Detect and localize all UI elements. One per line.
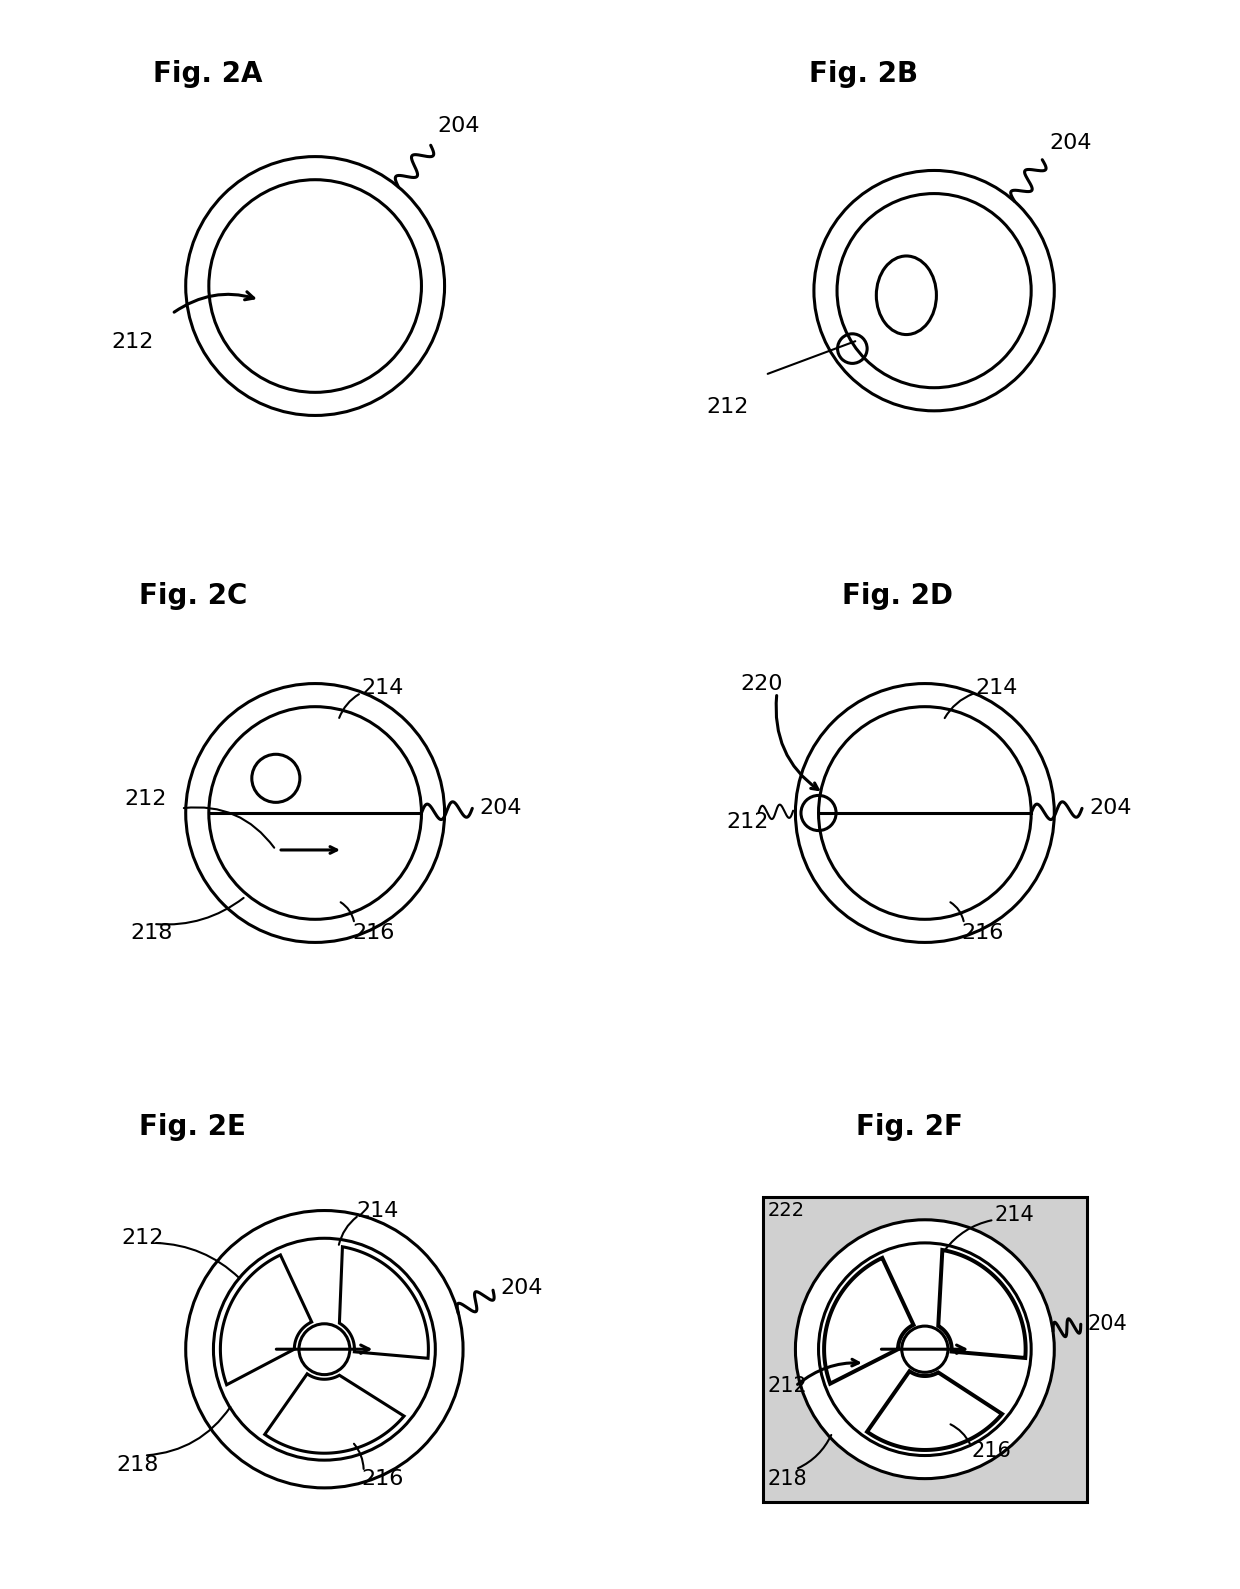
Circle shape <box>901 1327 947 1373</box>
Text: Fig. 2F: Fig. 2F <box>856 1114 962 1141</box>
Text: 204: 204 <box>1089 798 1131 818</box>
Bar <box>763 1197 1086 1502</box>
Polygon shape <box>939 1251 1025 1359</box>
Text: 214: 214 <box>994 1204 1034 1225</box>
Polygon shape <box>264 1374 404 1454</box>
Text: 204: 204 <box>500 1278 542 1298</box>
Text: 212: 212 <box>125 790 167 809</box>
Text: 218: 218 <box>130 923 172 944</box>
Circle shape <box>818 1243 1032 1456</box>
Text: 218: 218 <box>768 1468 807 1489</box>
Text: 212: 212 <box>727 812 769 833</box>
Text: 222: 222 <box>768 1201 805 1220</box>
Text: 204: 204 <box>1049 133 1091 153</box>
Text: 204: 204 <box>1087 1314 1127 1335</box>
Text: 216: 216 <box>352 923 394 944</box>
Polygon shape <box>867 1371 1002 1451</box>
Text: 216: 216 <box>962 923 1004 944</box>
Text: 220: 220 <box>740 674 782 693</box>
Text: 214: 214 <box>357 1201 399 1220</box>
Text: Fig. 2E: Fig. 2E <box>139 1114 247 1141</box>
Text: Fig. 2D: Fig. 2D <box>842 582 952 610</box>
Text: 218: 218 <box>117 1456 159 1475</box>
Text: 216: 216 <box>971 1441 1011 1460</box>
Text: 204: 204 <box>479 798 522 818</box>
Polygon shape <box>825 1258 914 1384</box>
Text: 214: 214 <box>361 679 404 698</box>
Text: 204: 204 <box>438 116 480 137</box>
Circle shape <box>795 1220 1054 1479</box>
Text: 212: 212 <box>110 332 154 353</box>
Text: Fig. 2B: Fig. 2B <box>810 59 919 87</box>
Text: 216: 216 <box>361 1468 404 1489</box>
Text: 212: 212 <box>707 397 749 416</box>
Polygon shape <box>221 1255 311 1384</box>
Text: Fig. 2A: Fig. 2A <box>154 59 263 87</box>
Polygon shape <box>340 1247 428 1359</box>
Text: Fig. 2C: Fig. 2C <box>139 582 248 610</box>
Text: 212: 212 <box>122 1228 164 1249</box>
Text: 212: 212 <box>768 1376 807 1397</box>
Text: 214: 214 <box>976 679 1018 698</box>
